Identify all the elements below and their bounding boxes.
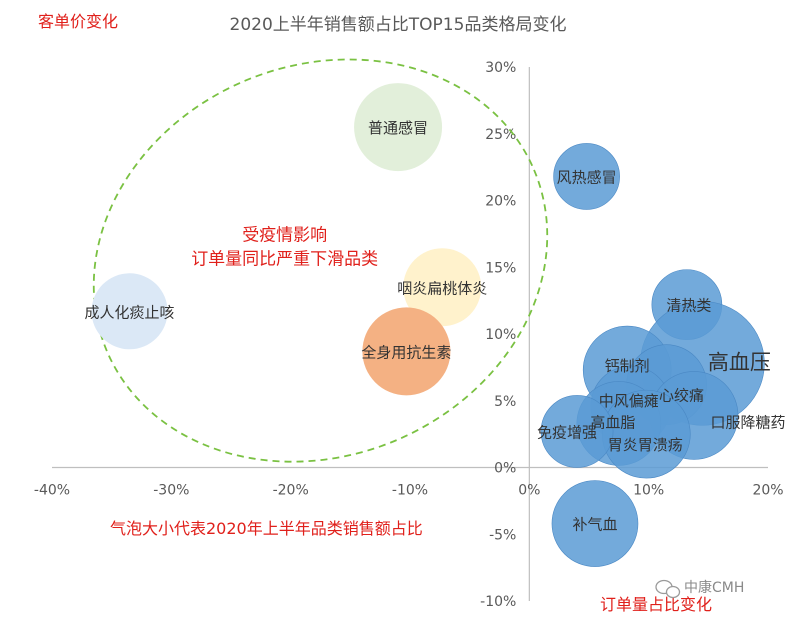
x-axis-label: 订单量占比变化	[600, 595, 712, 614]
wechat-icon	[655, 579, 681, 599]
bubble-label: 免疫增强	[537, 423, 597, 441]
bubble	[551, 480, 639, 567]
decline-group-ellipse	[92, 58, 549, 463]
bubble-label: 补气血	[572, 516, 617, 534]
bubble-label: 成人化痰止咳	[85, 303, 175, 321]
bubble	[354, 83, 443, 172]
x-tick-label: -40%	[34, 483, 70, 499]
bubble-size-note: 气泡大小代表2020年上半年品类销售额占比	[110, 519, 423, 538]
bubble-label: 高血压	[708, 350, 771, 374]
watermark-text: 中康CMH	[684, 579, 744, 596]
y-tick-label: 0%	[494, 461, 516, 477]
chart-title: 2020上半年销售额占比TOP15品类格局变化	[230, 15, 567, 35]
bubbles	[91, 83, 765, 567]
bubble-label: 心绞痛	[659, 387, 704, 405]
y-tick-labels: 30% 25% 20% 15% 10% 5% 0% -5% -10%	[480, 60, 516, 610]
bubble-label: 高血脂	[590, 413, 635, 431]
y-tick-label: -10%	[480, 594, 516, 610]
y-axis-label: 客单价变化	[38, 12, 118, 31]
y-tick-label: -5%	[489, 527, 516, 543]
x-tick-label: -10%	[392, 483, 428, 499]
bubble	[553, 143, 620, 210]
y-tick-label: 20%	[485, 194, 516, 210]
bubble	[540, 395, 614, 468]
x-tick-label: -30%	[153, 483, 189, 499]
bubble-label: 普通感冒	[368, 119, 428, 137]
bubble-label: 中风偏瘫	[599, 392, 659, 410]
bubble-label: 清热类	[666, 297, 711, 315]
y-tick-label: 5%	[494, 394, 516, 410]
x-tick-label: -20%	[273, 483, 309, 499]
x-tick-label: 10%	[633, 483, 664, 499]
y-tick-label: 30%	[485, 60, 516, 76]
y-tick-label: 25%	[485, 127, 516, 143]
bubble	[403, 248, 482, 327]
bubble-label: 胃炎胃溃疡	[608, 436, 683, 454]
watermark: 中康CMH	[655, 579, 744, 599]
bubble-label: 风热感冒	[557, 168, 617, 186]
bubble-label: 全身用抗生素	[361, 343, 451, 361]
annotation-line-2: 订单量同比严重下滑品类	[191, 250, 378, 270]
x-tick-label: 0%	[518, 483, 540, 499]
bubble	[91, 273, 168, 350]
bubble	[362, 307, 451, 396]
x-tick-label: 20%	[752, 483, 783, 499]
bubble-label: 口服降糖药	[711, 413, 786, 431]
y-tick-label: 10%	[485, 327, 516, 343]
bubble-label: 钙制剂	[605, 357, 650, 375]
y-tick-label: 15%	[485, 260, 516, 276]
bubble-label: 咽炎扁桃体炎	[397, 279, 487, 297]
annotation-line-1: 受疫情影响	[242, 226, 327, 246]
x-tick-labels: -40% -30% -20% -10% 0% 10% 20%	[34, 483, 784, 499]
